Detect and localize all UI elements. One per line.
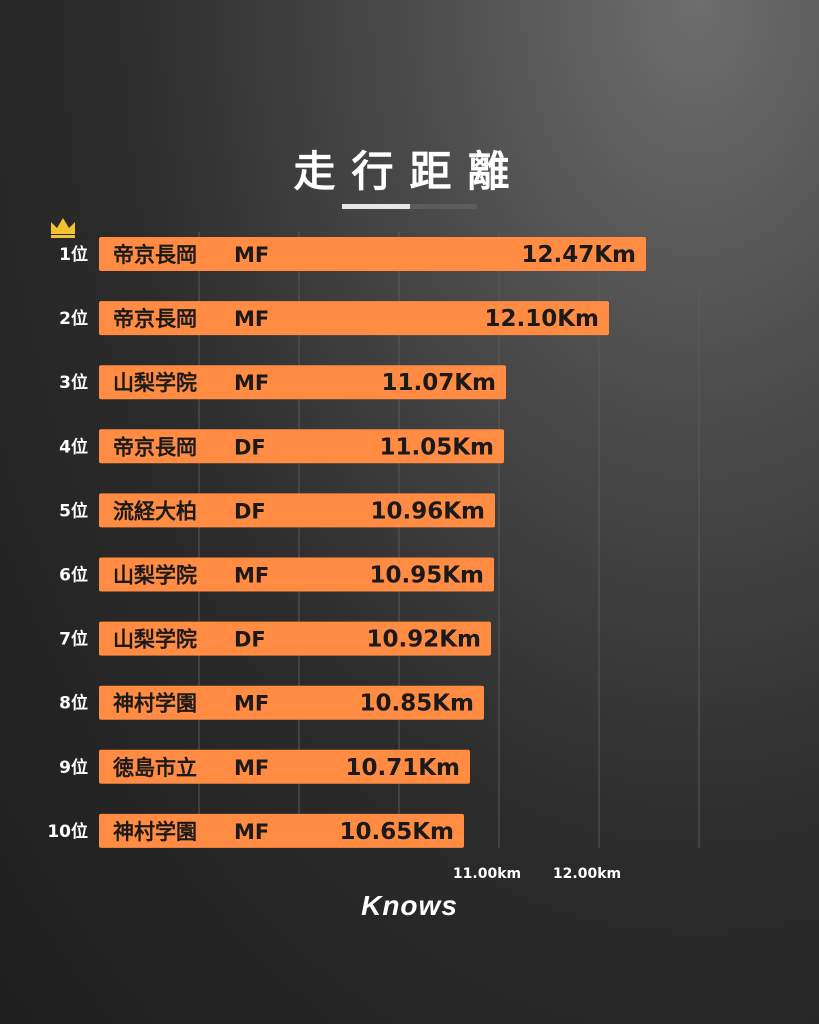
tick-label: 11.00km <box>453 866 521 882</box>
position-label: DF <box>234 628 266 652</box>
rank-label: 6位 <box>59 565 88 586</box>
crown-icon <box>51 218 75 238</box>
bar-row: 9位 徳島市立 MF 10.71Km <box>59 749 470 784</box>
bar <box>99 813 464 848</box>
school-label: 神村学園 <box>113 692 197 716</box>
rank-label: 8位 <box>59 693 88 714</box>
value-label: 10.96Km <box>370 498 485 524</box>
value-label: 11.05Km <box>379 434 494 460</box>
brand-logo: Knows <box>361 890 458 921</box>
bar <box>99 493 495 528</box>
position-label: DF <box>234 435 266 459</box>
value-label: 12.47Km <box>521 242 636 268</box>
axis-ticks: 11.00km 12.00km <box>453 866 621 882</box>
rank-label: 2位 <box>59 308 88 329</box>
school-label: 帝京長岡 <box>113 435 197 459</box>
school-label: 帝京長岡 <box>113 307 197 331</box>
bar <box>99 429 504 464</box>
title-underline-fill <box>342 204 410 209</box>
rank-label: 3位 <box>59 372 88 393</box>
chart-title: 走行距離 <box>293 147 526 196</box>
bar-row: 4位 帝京長岡 DF 11.05Km <box>59 429 504 464</box>
bar-row: 1位 帝京長岡 MF 12.47Km <box>59 237 646 271</box>
bar-row: 7位 山梨学院 DF 10.92Km <box>59 621 491 656</box>
bar <box>99 557 494 592</box>
school-label: 神村学園 <box>113 820 197 844</box>
school-label: 帝京長岡 <box>113 243 197 267</box>
bar-row: 8位 神村学園 MF 10.85Km <box>59 685 484 720</box>
value-label: 10.95Km <box>369 563 484 589</box>
value-label: 11.07Km <box>381 370 496 396</box>
title-underline <box>342 204 477 209</box>
position-label: MF <box>234 820 269 844</box>
value-label: 10.71Km <box>345 755 460 781</box>
bar-row: 6位 山梨学院 MF 10.95Km <box>59 557 494 592</box>
school-label: 山梨学院 <box>113 371 197 395</box>
bar <box>99 237 646 271</box>
value-label: 12.10Km <box>484 306 599 332</box>
bar-row: 2位 帝京長岡 MF 12.10Km <box>59 301 609 336</box>
school-label: 流経大柏 <box>113 499 197 523</box>
bar <box>99 365 506 400</box>
rank-label: 7位 <box>59 629 88 650</box>
bar <box>99 685 484 720</box>
tick-label: 12.00km <box>553 866 621 882</box>
bar <box>99 621 491 656</box>
position-label: MF <box>234 756 269 780</box>
rank-label: 4位 <box>59 436 88 457</box>
position-label: MF <box>234 371 269 395</box>
position-label: MF <box>234 243 269 267</box>
rank-label: 9位 <box>59 757 88 778</box>
bar <box>99 301 609 336</box>
bar-row: 10位 神村学園 MF 10.65Km <box>47 813 464 848</box>
school-label: 徳島市立 <box>112 756 197 780</box>
position-label: DF <box>234 499 266 523</box>
school-label: 山梨学院 <box>113 628 197 652</box>
position-label: MF <box>234 564 269 588</box>
bar-row: 3位 山梨学院 MF 11.07Km <box>59 365 506 400</box>
position-label: MF <box>234 692 269 716</box>
position-label: MF <box>234 307 269 331</box>
value-label: 10.85Km <box>359 691 474 717</box>
school-label: 山梨学院 <box>113 564 197 588</box>
rank-label: 1位 <box>59 244 88 265</box>
rank-label: 5位 <box>59 500 88 521</box>
value-label: 10.65Km <box>339 819 454 845</box>
rank-label: 10位 <box>47 821 88 842</box>
bar-row: 5位 流経大柏 DF 10.96Km <box>59 493 495 528</box>
bar <box>99 749 470 784</box>
value-label: 10.92Km <box>366 627 481 653</box>
